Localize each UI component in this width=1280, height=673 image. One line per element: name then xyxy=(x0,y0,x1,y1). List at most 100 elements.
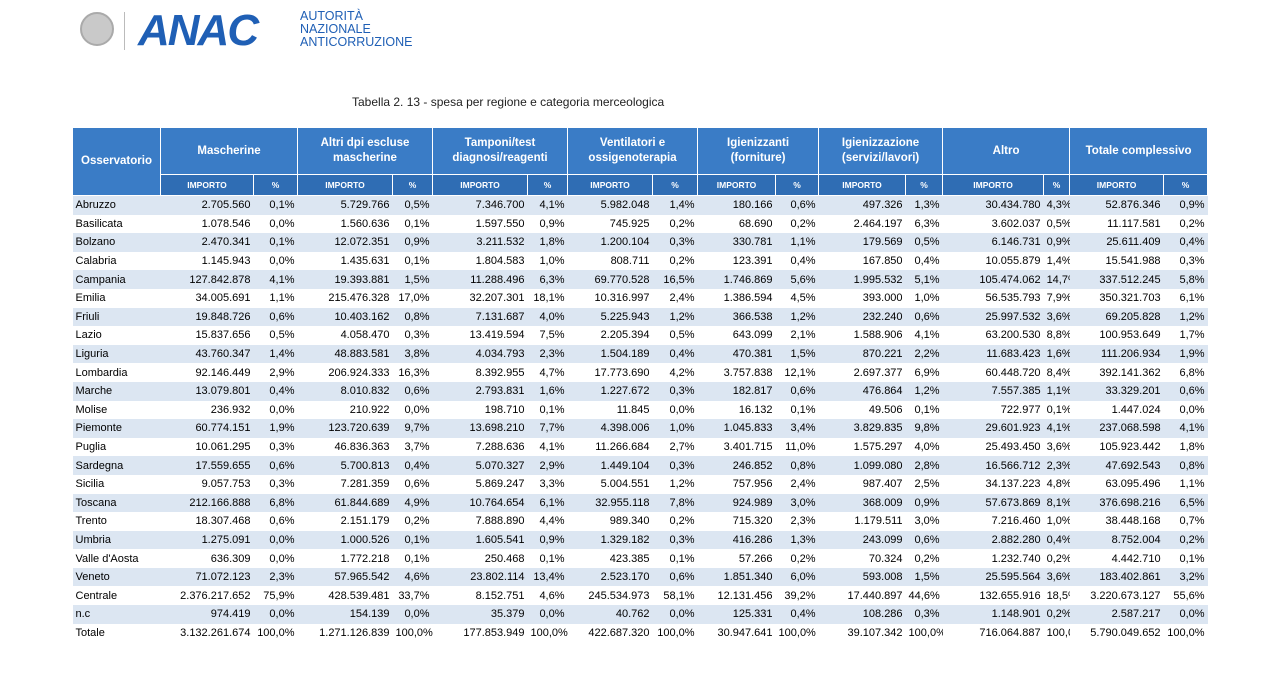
cell: 2,9% xyxy=(527,456,568,475)
cell: 10.764.654 xyxy=(432,493,528,513)
cell: 1,2% xyxy=(905,381,943,401)
cell: 56.535.793 xyxy=(942,288,1044,308)
table-row: Valle d'Aosta 636.309 0,0% 1.772.218 0,1% 250… xyxy=(72,549,1208,568)
cell: 6,3% xyxy=(527,270,568,289)
cell: 1.995.532 xyxy=(818,270,906,289)
cell: 4,7% xyxy=(527,363,568,382)
logo: ANAC xyxy=(138,6,259,55)
caption: Tabella 2. 13 - spesa per regione e cate… xyxy=(352,95,665,109)
cell: 0,4% xyxy=(1043,530,1070,550)
cell: 0,0% xyxy=(253,530,298,550)
table-row: Totale 3.132.261.674 100,0% 1.271.126.839 10… xyxy=(72,623,1208,643)
subheader: IMPORTO xyxy=(432,174,529,196)
cell: 0,6% xyxy=(652,567,698,587)
cell: 30.947.641 xyxy=(697,623,776,643)
cell: 0,0% xyxy=(253,251,298,271)
cell: 123.391 xyxy=(697,251,776,271)
cell: 0,1% xyxy=(652,549,698,568)
cell: 57.965.542 xyxy=(297,567,393,587)
subheader: IMPORTO xyxy=(160,174,254,196)
cell: 17.773.690 xyxy=(567,363,653,382)
cell: 100,0% xyxy=(1163,623,1208,643)
cell: 18,1% xyxy=(527,288,568,308)
subheader-row: IMPORTO% IMPORTO% IMPORTO% IMPORTO% IMPORTO%… xyxy=(73,174,1209,196)
region-name: Friuli xyxy=(72,307,161,327)
cell: 3,8% xyxy=(392,344,433,364)
cell: 1.588.906 xyxy=(818,326,906,345)
group-header: Ventilatori e ossigenoterapia xyxy=(567,127,699,175)
region-name: Calabria xyxy=(72,251,161,271)
table-row: Lombardia 92.146.449 2,9% 206.924.333 16,3% 8… xyxy=(72,363,1208,382)
table-row: Liguria 43.760.347 1,4% 48.883.581 3,8% 4.034… xyxy=(72,344,1208,364)
subheader: % xyxy=(253,174,298,196)
cell: 1,1% xyxy=(1043,381,1070,401)
region-name: Basilicata xyxy=(72,214,161,234)
cell: 100,0% xyxy=(392,623,433,643)
cell: 423.385 xyxy=(567,549,653,568)
cell: 198.710 xyxy=(432,400,528,420)
cell: 0,3% xyxy=(905,605,943,624)
row-header: Osservatorio xyxy=(72,127,161,196)
cell: 2,4% xyxy=(652,288,698,308)
cell: 0,5% xyxy=(1043,214,1070,234)
cell: 70.324 xyxy=(818,549,906,568)
table-row: Calabria 1.145.943 0,0% 1.435.631 0,1% 1.804.… xyxy=(72,251,1208,271)
cell: 393.000 xyxy=(818,288,906,308)
cell: 0,1% xyxy=(253,233,298,252)
table-row: Sardegna 17.559.655 0,6% 5.700.813 0,4% 5.070… xyxy=(72,456,1208,475)
cell: 0,1% xyxy=(775,400,819,420)
cell: 0,1% xyxy=(1043,400,1070,420)
cell: 2.470.341 xyxy=(160,233,254,252)
cell: 1.575.297 xyxy=(818,437,906,457)
cell: 7,7% xyxy=(527,419,568,438)
cell: 4,9% xyxy=(392,493,433,513)
cell: 5,8% xyxy=(1163,270,1208,289)
cell: 49.506 xyxy=(818,400,906,420)
cell: 716.064.887 xyxy=(942,623,1044,643)
cell: 127.842.878 xyxy=(160,270,254,289)
cell: 1,1% xyxy=(775,233,819,252)
cell: 2.705.560 xyxy=(160,195,254,215)
cell: 0,5% xyxy=(652,326,698,345)
cell: 4.034.793 xyxy=(432,344,528,364)
cell: 0,3% xyxy=(1163,251,1208,271)
region-name: Puglia xyxy=(72,437,161,457)
cell: 2,3% xyxy=(775,512,819,531)
cell: 29.601.923 xyxy=(942,419,1044,438)
cell: 0,2% xyxy=(1163,214,1208,234)
cell: 179.569 xyxy=(818,233,906,252)
cell: 0,3% xyxy=(253,474,298,494)
cell: 48.883.581 xyxy=(297,344,393,364)
region-name: Molise xyxy=(72,400,161,420)
cell: 4.058.470 xyxy=(297,326,393,345)
cell: 17,0% xyxy=(392,288,433,308)
cell: 5,1% xyxy=(905,270,943,289)
cell: 10.061.295 xyxy=(160,437,254,457)
cell: 60.448.720 xyxy=(942,363,1044,382)
cell: 8,1% xyxy=(1043,493,1070,513)
cell: 32.207.301 xyxy=(432,288,528,308)
cell: 33.329.201 xyxy=(1069,381,1164,401)
region-name: Lombardia xyxy=(72,363,161,382)
cell: 1.099.080 xyxy=(818,456,906,475)
region-name: Campania xyxy=(72,270,161,289)
table-row: Abruzzo 2.705.560 0,1% 5.729.766 0,5% 7.346.7… xyxy=(72,195,1208,215)
table-row: Piemonte 60.774.151 1,9% 123.720.639 9,7% 13.… xyxy=(72,419,1208,438)
subheader: % xyxy=(391,174,434,196)
cell: 108.286 xyxy=(818,605,906,624)
cell: 100,0% xyxy=(1043,623,1070,643)
cell: 1.597.550 xyxy=(432,214,528,234)
cell: 63.200.530 xyxy=(942,326,1044,345)
cell: 745.925 xyxy=(567,214,653,234)
cell: 4,1% xyxy=(527,195,568,215)
cell: 6,8% xyxy=(253,493,298,513)
cell: 250.468 xyxy=(432,549,528,568)
cell: 989.340 xyxy=(567,512,653,531)
cell: 6,1% xyxy=(527,493,568,513)
cell: 1.447.024 xyxy=(1069,400,1164,420)
cell: 8.010.832 xyxy=(297,381,393,401)
cell: 1,6% xyxy=(527,381,568,401)
cell: 0,0% xyxy=(392,400,433,420)
cell: 0,6% xyxy=(253,307,298,327)
cell: 3,0% xyxy=(775,493,819,513)
